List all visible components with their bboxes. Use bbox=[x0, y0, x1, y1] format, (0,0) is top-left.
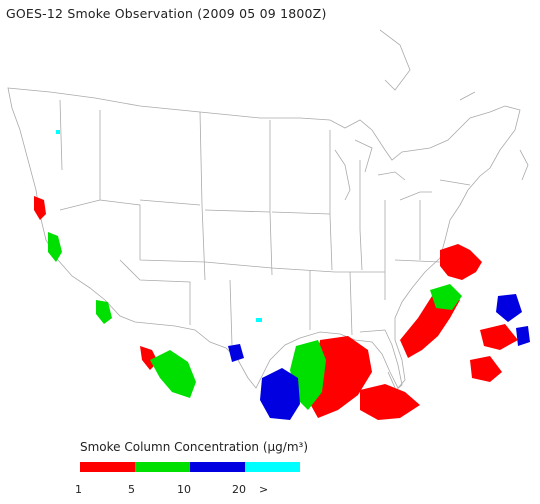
map-title: GOES-12 Smoke Observation (2009 05 09 18… bbox=[6, 6, 327, 21]
legend-tick-5: 5 bbox=[128, 483, 135, 496]
smoke-cyan bbox=[56, 130, 262, 322]
legend-title: Smoke Column Concentration (µg/m³) bbox=[80, 440, 308, 454]
smoke-blue bbox=[228, 294, 530, 420]
smoke-patch-cyan-2 bbox=[56, 130, 60, 134]
smoke-patch-gulf-east bbox=[360, 384, 420, 420]
canada-coast bbox=[379, 29, 529, 181]
legend-swatch-blue bbox=[190, 462, 245, 472]
smoke-green bbox=[48, 232, 462, 410]
state-lines bbox=[59, 99, 471, 346]
legend-color-bar bbox=[80, 462, 300, 472]
legend-tick-20: 20 bbox=[232, 483, 246, 496]
legend-swatch-cyan bbox=[245, 462, 300, 472]
legend-tick-overflow: > bbox=[259, 483, 269, 496]
smoke-patch-west-coast bbox=[34, 196, 46, 220]
smoke-patch-atlantic-blue bbox=[496, 294, 522, 322]
smoke-patch-mexico-blue bbox=[228, 344, 244, 362]
smoke-patch-northeast bbox=[440, 244, 482, 280]
legend-tick-10: 10 bbox=[177, 483, 191, 496]
legend-swatch-green bbox=[135, 462, 190, 472]
legend-swatch-red bbox=[80, 462, 135, 472]
legend-tick-1: 1 bbox=[75, 483, 82, 496]
smoke-patch-mexico-green bbox=[150, 350, 196, 398]
smoke-patch-caribbean bbox=[470, 356, 502, 382]
smoke-patch-atlantic bbox=[480, 324, 518, 350]
smoke-patch-california-green bbox=[48, 232, 62, 262]
great-lakes bbox=[334, 139, 432, 201]
smoke-patch-coast-green bbox=[96, 300, 112, 324]
country-outline bbox=[7, 87, 521, 389]
smoke-patch-gulf-blue bbox=[260, 368, 300, 420]
smoke-patch-cyan-1 bbox=[256, 318, 262, 322]
smoke-patch-southeast-green bbox=[430, 284, 462, 310]
smoke-patch-east-blue bbox=[516, 326, 530, 346]
smoke-red bbox=[34, 196, 518, 420]
map-outlines bbox=[7, 29, 529, 391]
